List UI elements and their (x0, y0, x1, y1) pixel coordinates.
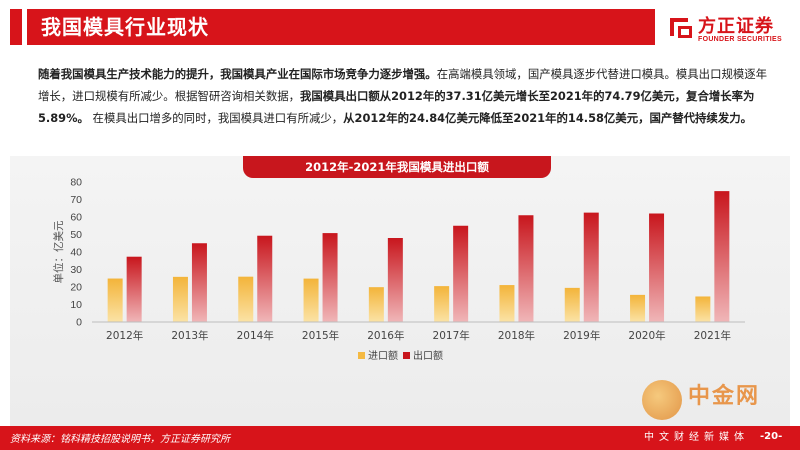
title-accent (10, 9, 22, 45)
y-tick-label: 80 (70, 177, 82, 189)
bar-export (191, 243, 207, 322)
y-tick-label: 70 (70, 194, 82, 206)
x-tick-label: 2013年 (171, 329, 208, 342)
title-box: 我国模具行业现状 (27, 9, 655, 45)
x-tick-label: 2017年 (433, 329, 470, 342)
y-tick-label: 40 (70, 247, 82, 259)
bar-import (434, 286, 450, 322)
x-tick-label: 2016年 (367, 329, 404, 342)
bar-import (630, 294, 646, 322)
bar-import (172, 276, 188, 322)
bar-import (238, 276, 254, 322)
bar-export (714, 191, 730, 322)
x-tick-label: 2012年 (106, 329, 143, 342)
watermark-logo-icon (642, 380, 682, 420)
intro-bold-2: 我国模具出口额从2012年的37.31亿美元增长至2021年的74.79亿美元，… (38, 89, 755, 125)
x-tick-label: 2014年 (237, 329, 274, 342)
logo-name-en: FOUNDER SECURITIES (698, 36, 782, 43)
bar-import (303, 278, 319, 322)
x-axis: 2012年 2013年 2014年 2015年 2016年 2017年 2018年 2019年… (92, 321, 745, 342)
page-number: -20- (760, 431, 783, 442)
intro-bold-1: 随着我国模具生产技术能力的提升，我国模具产业在国际市场竞争力逐步增强。 (38, 67, 437, 81)
bars (107, 191, 730, 322)
bar-export (126, 256, 142, 322)
legend-label-export: 出口额 (413, 349, 443, 362)
x-tick-label: 2021年 (694, 329, 731, 342)
bar-import (499, 285, 515, 322)
y-tick-label: 50 (70, 229, 82, 241)
x-tick-label: 2015年 (302, 329, 339, 342)
y-tick-label: 10 (70, 299, 82, 311)
y-tick-label: 0 (76, 317, 82, 329)
y-axis: 0 10 20 30 40 50 60 70 80 (70, 177, 82, 329)
bar-import (107, 278, 123, 322)
intro-text-2: 在模具出口增多的同时，我国模具进口有所减少， (92, 111, 344, 125)
y-tick-label: 20 (70, 282, 82, 294)
intro-paragraph: 随着我国模具生产技术能力的提升，我国模具产业在国际市场竞争力逐步增强。在高端模具… (38, 63, 768, 129)
x-tick-label: 2020年 (628, 329, 665, 342)
intro-text-1: 在高端模具领域，国产模具逐步代替进口模具。模具出口规模逐年增长，进口规模有所减少… (38, 67, 768, 103)
bar-export (257, 235, 273, 322)
y-tick-label: 30 (70, 264, 82, 276)
watermark: 中金网 (640, 378, 800, 438)
bar-export (518, 215, 534, 322)
legend: 进口额 出口额 (358, 349, 443, 362)
legend-swatch-import (358, 352, 365, 359)
founder-logo: 方正证券 FOUNDER SECURITIES (668, 10, 792, 50)
watermark-name: 中金网 (688, 384, 761, 409)
bar-export (583, 212, 599, 322)
legend-swatch-export (403, 352, 410, 359)
legend-label-import: 进口额 (368, 349, 398, 362)
x-tick-label: 2018年 (498, 329, 535, 342)
bar-export (322, 233, 338, 322)
founder-logo-icon (670, 18, 692, 38)
x-tick-label: 2019年 (563, 329, 600, 342)
intro-bold-3: 从2012年的24.84亿美元降低至2021年的14.58亿美元，国产替代持续发… (343, 111, 752, 125)
footer-bar (0, 426, 800, 450)
y-tick-label: 60 (70, 212, 82, 224)
page-title: 我国模具行业现状 (41, 15, 209, 39)
bar-import (564, 287, 580, 322)
footer-source: 资料来源：铭科精技招股说明书，方正证券研究所 (10, 434, 230, 445)
bar-import (368, 287, 384, 322)
logo-name-cn: 方正证券 (698, 16, 774, 37)
bar-export (649, 213, 665, 322)
y-axis-label: 单位：亿美元 (52, 220, 65, 283)
bar-export (453, 225, 469, 322)
bar-import (695, 296, 711, 322)
bar-export (387, 238, 403, 322)
chart-title: 2012年-2021年我国模具进出口额 (243, 156, 551, 178)
watermark-subtitle: 中文财经新媒体 (644, 432, 749, 443)
